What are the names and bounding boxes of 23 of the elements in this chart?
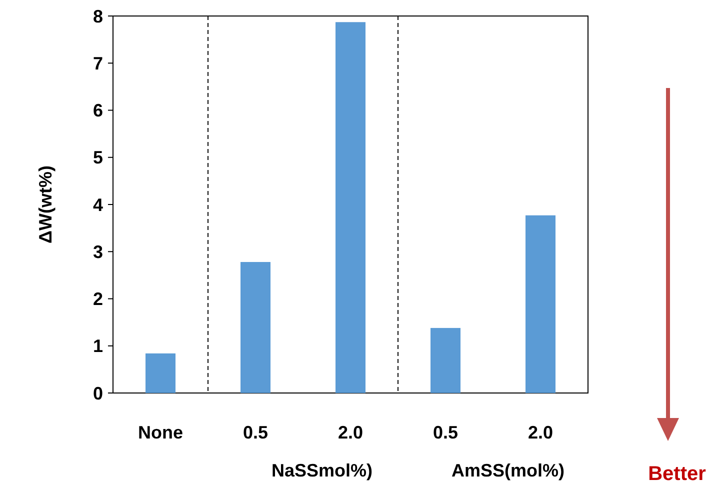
y-tick-label: 3 bbox=[92, 242, 103, 262]
x-tick-label: 2.0 bbox=[338, 422, 364, 442]
bar bbox=[430, 328, 460, 393]
y-tick-label: 8 bbox=[92, 6, 103, 26]
x-tick-label: 2.0 bbox=[528, 422, 554, 442]
y-tick-label: 1 bbox=[92, 336, 103, 356]
y-tick-label: 0 bbox=[92, 383, 103, 404]
x-tick-label: 0.5 bbox=[242, 422, 268, 442]
bar bbox=[336, 22, 366, 393]
y-tick-label: 6 bbox=[92, 100, 103, 121]
y-axis-title: ΔW(wt%) bbox=[35, 166, 56, 244]
bar bbox=[526, 215, 556, 393]
text: Better bbox=[648, 463, 706, 485]
bar bbox=[240, 262, 270, 393]
text: NaSSmol%) bbox=[271, 460, 373, 480]
y-tick-label: 2 bbox=[92, 289, 103, 310]
text: AmSS(mol%) bbox=[451, 460, 565, 480]
y-tick-label: 4 bbox=[92, 194, 103, 215]
bar bbox=[146, 353, 176, 393]
x-tick-label: None bbox=[138, 422, 183, 442]
x-tick-label: 0.5 bbox=[432, 422, 458, 442]
y-tick-label: 7 bbox=[92, 53, 103, 74]
y-tick-label: 5 bbox=[92, 148, 103, 168]
